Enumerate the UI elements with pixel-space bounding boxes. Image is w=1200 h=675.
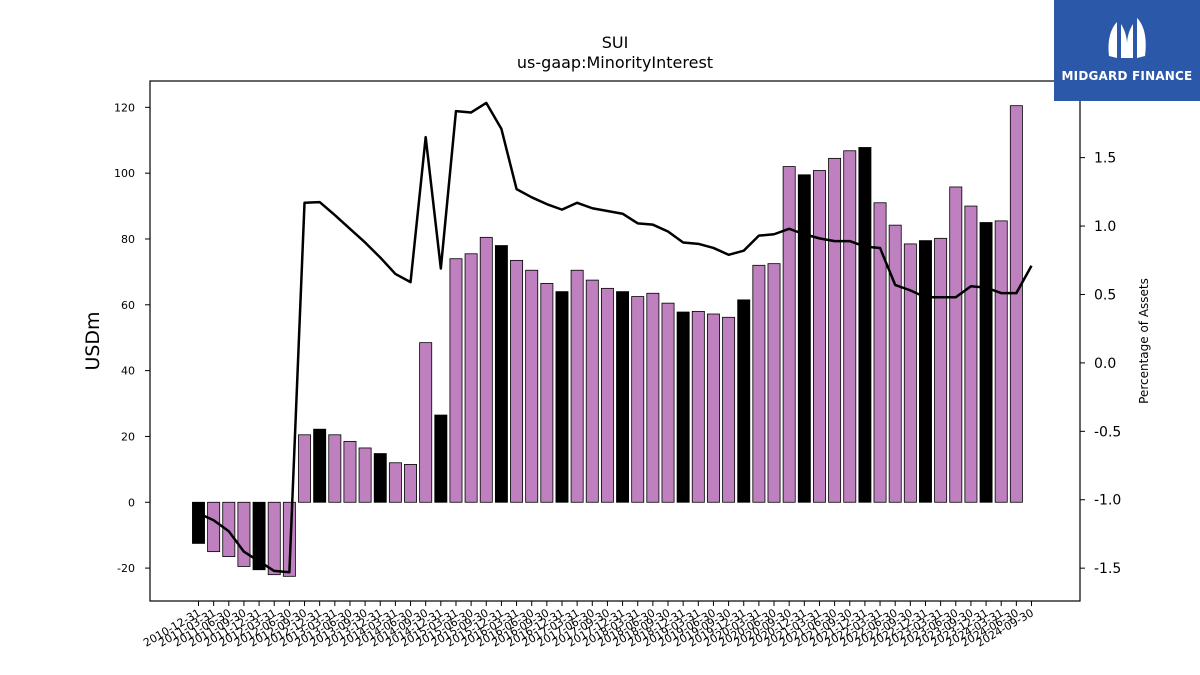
bar-2018-09-30	[661, 302, 675, 503]
line-layer	[197, 101, 1033, 574]
y2-tick-label: -0.5	[1094, 424, 1121, 440]
bar-2022-12-31	[919, 240, 932, 503]
y2-tick-label: 1.5	[1094, 151, 1116, 167]
y-tick-label: 80	[121, 233, 135, 246]
y-tick-label: 0	[128, 496, 135, 509]
y2-tick-label: 0.0	[1094, 356, 1116, 372]
bar-2015-03-31	[449, 258, 463, 503]
bar-2014-12-31	[434, 414, 448, 503]
bar-2019-06-30	[706, 313, 720, 503]
bar-2017-03-31	[570, 269, 584, 503]
bar-2019-12-31	[737, 299, 751, 503]
x-axis: 2010-12-312011-03-312011-06-302011-09-30…	[141, 601, 1036, 650]
brand-logo: MIDGARD FINANCE	[1054, 0, 1200, 101]
y-axis-left: -20 0 20 40 60 80 100 120	[114, 101, 150, 575]
bar-2020-06-30	[767, 263, 781, 503]
chart-subtitle: us-gaap:MinorityInterest	[517, 53, 713, 72]
bar-2015-09-30	[479, 236, 493, 503]
bar-2011-12-31	[252, 501, 266, 571]
bar-2016-03-31	[510, 259, 524, 503]
bar-2021-12-31	[858, 147, 872, 503]
bar-2017-06-30	[585, 279, 599, 503]
y-tick-label: 20	[121, 430, 135, 443]
bar-2022-03-31	[873, 202, 887, 503]
bar-2019-03-31	[691, 310, 705, 503]
bar-2013-03-31	[328, 434, 342, 503]
bar-2024-03-31	[994, 220, 1008, 503]
y-tick-label: 60	[121, 299, 135, 312]
y2-tick-label: 1.0	[1094, 219, 1116, 235]
bar-2016-09-30	[540, 283, 554, 503]
bar-2018-12-31	[676, 311, 690, 503]
bar-2016-12-31	[555, 291, 569, 503]
y-axis-label: USDm	[82, 311, 104, 370]
bars-layer	[192, 105, 1023, 577]
bar-2012-12-31	[313, 428, 327, 503]
bar-2012-09-30	[298, 434, 311, 503]
y-tick-label: -20	[117, 562, 135, 575]
bar-2021-09-30	[843, 150, 857, 503]
bar-2017-12-31	[616, 291, 630, 503]
bar-2018-03-31	[631, 296, 645, 503]
bar-2012-03-31	[267, 501, 281, 576]
bar-2011-03-31	[207, 501, 221, 553]
bar-2024-06-30	[1009, 105, 1023, 503]
y-tick-label: 120	[114, 101, 135, 114]
bar-2013-06-30	[343, 440, 357, 503]
bar-2011-09-30	[237, 501, 251, 567]
logo-icon	[1108, 18, 1146, 58]
bar-2023-03-31	[934, 237, 948, 503]
y-axis-right: -1.5 -1.0 -0.5 0.0 0.5 1.0 1.5	[1080, 151, 1121, 577]
bar-2015-12-31	[494, 245, 508, 503]
bar-2023-06-30	[949, 186, 963, 503]
bar-2023-09-30	[964, 205, 978, 503]
chart-title: SUI	[602, 33, 629, 52]
bar-2014-06-30	[404, 464, 418, 503]
bar-2021-03-31	[813, 170, 826, 503]
bar-2014-09-30	[419, 342, 433, 503]
bar-2016-06-30	[525, 269, 539, 503]
percentage-line	[197, 101, 1033, 574]
bar-2022-09-30	[903, 243, 917, 503]
bar-2018-06-30	[646, 292, 660, 503]
bar-2020-12-31	[797, 174, 811, 503]
y2-tick-label: 0.5	[1094, 287, 1116, 303]
y2-axis-label: Percentage of Assets	[1137, 278, 1151, 404]
bar-2011-06-30	[222, 501, 236, 557]
logo-text: MIDGARD FINANCE	[1061, 69, 1193, 83]
y2-tick-label: -1.5	[1094, 561, 1121, 577]
bar-2019-09-30	[722, 316, 736, 503]
bar-2013-12-31	[373, 453, 387, 503]
y-tick-label: 40	[121, 365, 135, 378]
bar-2013-09-30	[358, 447, 372, 503]
plot-frame	[149, 80, 1081, 602]
y2-tick-label: -1.0	[1094, 493, 1121, 509]
bar-2017-09-30	[600, 287, 614, 503]
bar-2020-09-30	[782, 166, 796, 503]
bar-2010-12-31	[192, 501, 205, 544]
bar-2023-12-31	[979, 222, 993, 503]
bar-2014-03-31	[388, 462, 402, 503]
bar-2015-06-30	[464, 253, 478, 503]
y-tick-label: 100	[114, 167, 135, 180]
bar-2020-03-31	[752, 264, 766, 503]
bar-2021-06-30	[828, 157, 842, 503]
bar-2022-06-30	[888, 224, 902, 503]
